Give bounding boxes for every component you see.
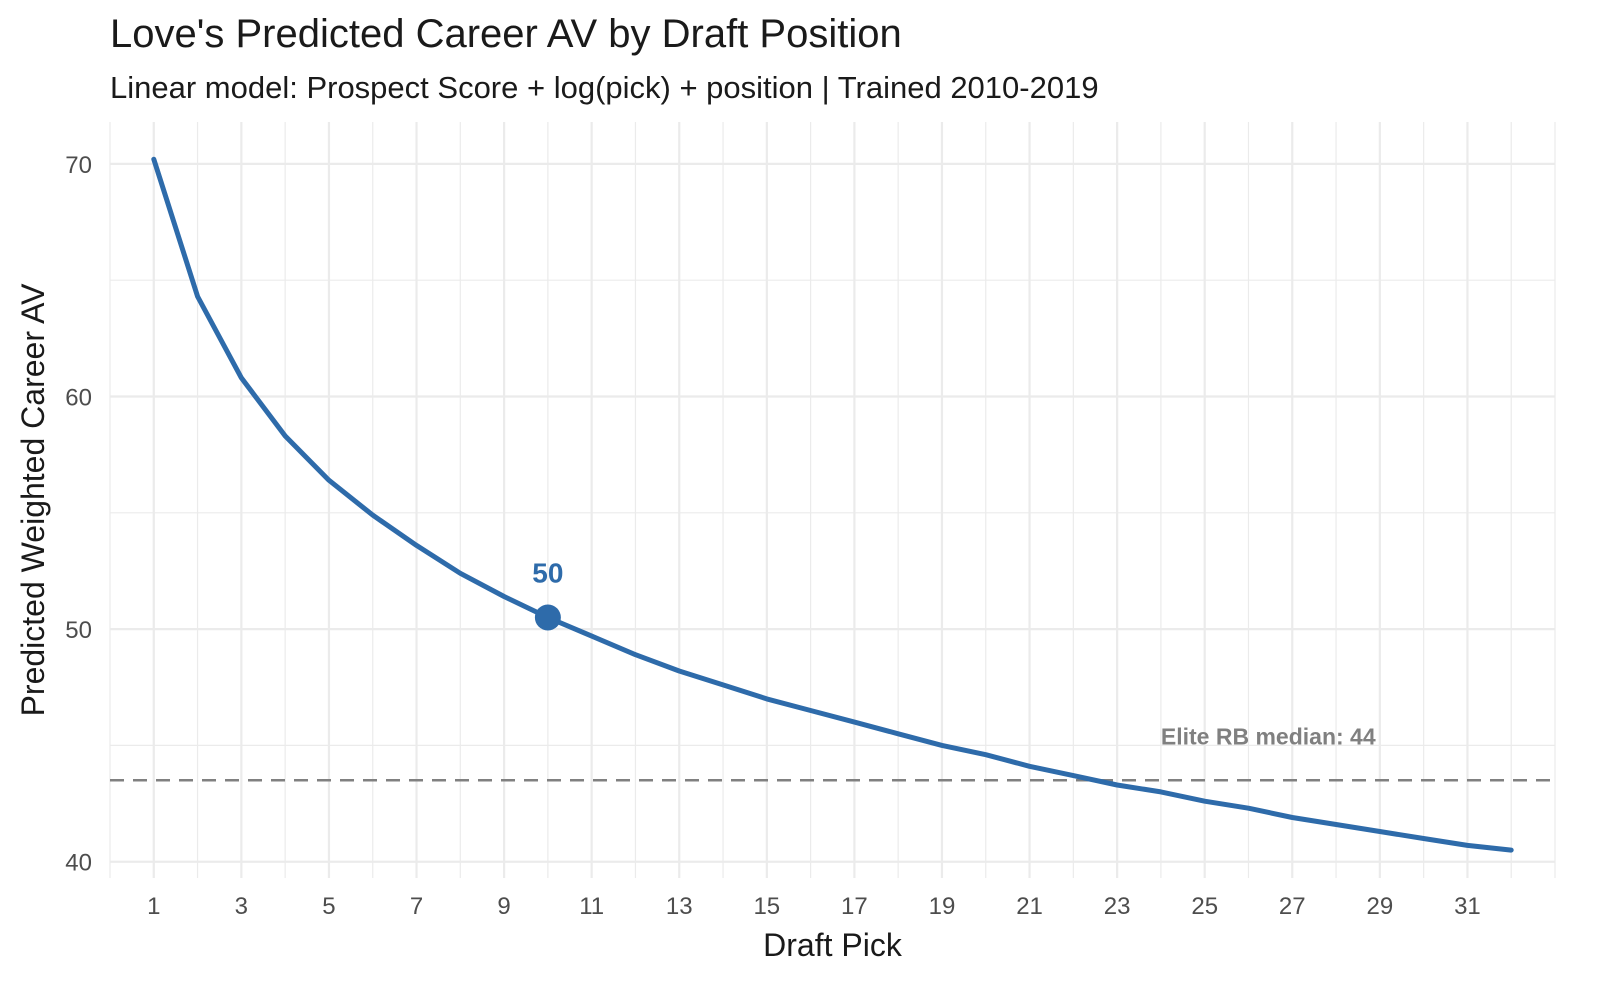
y-tick-label: 50 bbox=[65, 617, 92, 644]
x-tick-label: 9 bbox=[497, 893, 510, 920]
x-tick-label: 27 bbox=[1279, 893, 1306, 920]
x-axis-label: Draft Pick bbox=[763, 927, 903, 963]
x-tick-label: 31 bbox=[1454, 893, 1481, 920]
x-tick-label: 3 bbox=[235, 893, 248, 920]
x-tick-label: 29 bbox=[1366, 893, 1393, 920]
x-tick-label: 19 bbox=[929, 893, 956, 920]
series-line bbox=[151, 156, 1514, 853]
x-tick-label: 23 bbox=[1104, 893, 1131, 920]
x-tick-label: 15 bbox=[753, 893, 780, 920]
y-axis-label: Predicted Weighted Career AV bbox=[15, 283, 51, 716]
x-tick-label: 21 bbox=[1016, 893, 1043, 920]
x-tick-label: 5 bbox=[322, 893, 335, 920]
reference-line-label: Elite RB median: 44 bbox=[1161, 723, 1376, 749]
grid-lines bbox=[109, 122, 1556, 878]
highlight-point bbox=[534, 604, 561, 631]
y-tick-label: 40 bbox=[65, 850, 92, 877]
x-tick-label: 13 bbox=[666, 893, 693, 920]
chart-title: Love's Predicted Career AV by Draft Posi… bbox=[110, 12, 902, 56]
chart-subtitle: Linear model: Prospect Score + log(pick)… bbox=[110, 70, 1099, 105]
y-tick-label: 70 bbox=[65, 152, 92, 179]
x-tick-label: 17 bbox=[841, 893, 868, 920]
x-tick-label: 25 bbox=[1191, 893, 1218, 920]
x-tick-label: 7 bbox=[410, 893, 423, 920]
highlight-label: 50 bbox=[532, 557, 563, 588]
x-tick-label: 11 bbox=[579, 893, 604, 920]
y-tick-label: 60 bbox=[65, 384, 92, 411]
x-tick-label: 1 bbox=[147, 893, 160, 920]
